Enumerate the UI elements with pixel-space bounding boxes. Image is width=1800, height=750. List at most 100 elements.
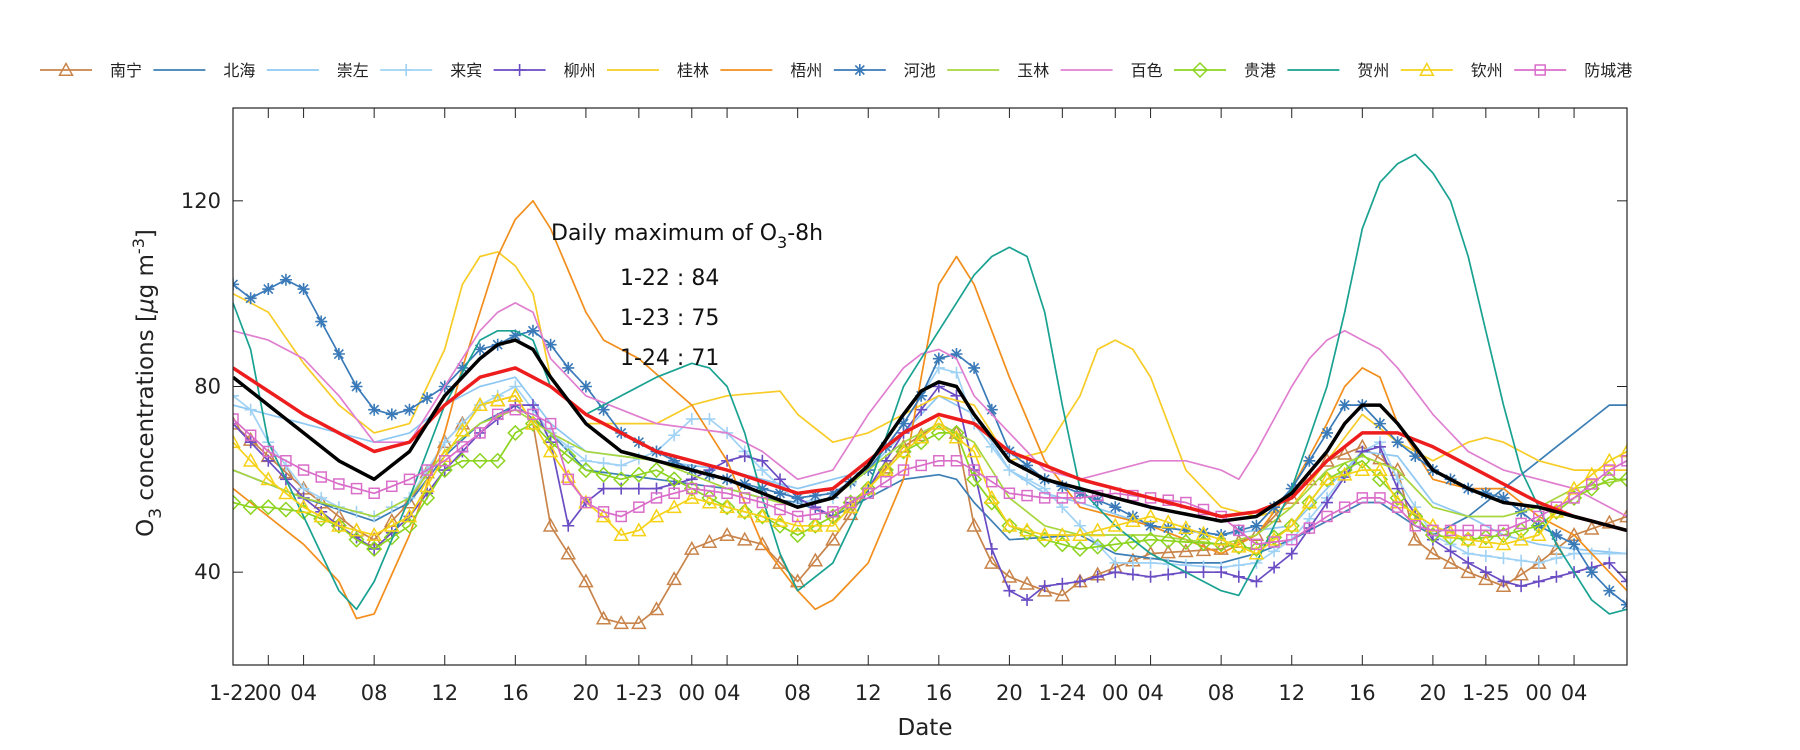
data-point [1497, 575, 1510, 588]
data-point [419, 478, 435, 493]
data-point [233, 494, 242, 511]
data-point [1568, 538, 1581, 551]
data-point [1109, 566, 1122, 579]
data-point [1232, 559, 1245, 572]
legend-item-柳州: 柳州 [493, 61, 596, 80]
data-point [1621, 455, 1627, 467]
data-point [1303, 522, 1316, 534]
legend-item-贺州: 贺州 [1287, 61, 1389, 80]
data-point [244, 292, 257, 305]
data-point [403, 403, 416, 416]
data-point [897, 464, 910, 476]
x-tick-label: 04 [1561, 681, 1588, 705]
data-point [242, 452, 259, 467]
data-point [738, 477, 751, 490]
data-point [1583, 520, 1600, 535]
data-point [366, 540, 383, 558]
data-point [1268, 501, 1281, 514]
data-point [950, 366, 963, 379]
legend-label: 贺州 [1357, 61, 1389, 80]
x-tick-label: 08 [1208, 681, 1235, 705]
data-point [595, 508, 612, 523]
data-point [348, 522, 365, 537]
data-point [985, 542, 998, 555]
data-point [968, 464, 980, 476]
data-point [1248, 526, 1265, 541]
data-point [1233, 524, 1245, 537]
data-point [774, 503, 786, 516]
legend-item-玉林: 玉林 [947, 61, 1049, 80]
data-point [383, 529, 400, 546]
data-point [983, 554, 1000, 569]
data-point [1303, 454, 1316, 467]
data-point [774, 473, 787, 486]
data-point [1621, 547, 1627, 560]
data-point [542, 443, 559, 458]
series-line-防城港 [233, 408, 1627, 546]
y-axis-title: O3 concentrations [μg m-3] [129, 229, 166, 537]
data-point [930, 424, 947, 441]
data-point [1338, 501, 1351, 513]
data-point [1550, 552, 1563, 565]
x-tick-label: 20 [1420, 681, 1447, 705]
data-point [1021, 594, 1034, 607]
data-point [789, 526, 806, 544]
x-tick-label: 12 [1278, 681, 1305, 705]
data-point [1409, 450, 1422, 463]
data-point [278, 485, 294, 500]
data-point [1566, 480, 1582, 495]
data-point [1197, 526, 1210, 539]
data-point [1213, 531, 1229, 546]
data-point [507, 424, 524, 441]
data-point [1321, 496, 1334, 509]
data-point [1497, 552, 1510, 565]
data-point [1195, 542, 1212, 557]
data-point [597, 403, 610, 416]
data-point [421, 392, 434, 405]
series-崇左 [233, 376, 1627, 555]
data-point [1391, 501, 1404, 513]
data-point [1019, 575, 1035, 590]
series-line-mean-red [233, 366, 1627, 533]
series-line-mean-black [233, 338, 1627, 533]
x-tick-label: 1-22 [209, 681, 257, 705]
data-point [685, 412, 698, 425]
data-point [244, 403, 257, 416]
x-tick-label: 00 [1525, 681, 1552, 705]
annotation-title: Daily maximum of O3-8h [551, 221, 823, 252]
data-point [331, 517, 347, 532]
data-point [454, 422, 471, 437]
x-tick-label: 20 [573, 681, 600, 705]
data-point [1215, 566, 1228, 579]
data-point [985, 440, 998, 453]
data-point [613, 471, 630, 488]
data-point [542, 517, 559, 532]
data-point [1336, 461, 1353, 479]
data-point [791, 491, 804, 504]
data-point [348, 531, 365, 548]
data-point [986, 475, 998, 488]
data-point [1495, 536, 1512, 551]
data-point [315, 315, 328, 328]
data-point [1495, 578, 1512, 593]
y-tick-label: 40 [194, 560, 221, 584]
data-point [1215, 529, 1228, 542]
data-point [1178, 543, 1194, 558]
data-point [1232, 570, 1245, 583]
data-point [1618, 471, 1627, 488]
data-point [474, 427, 486, 439]
data-point [401, 517, 418, 534]
legend-label: 北海 [223, 61, 255, 80]
data-point [597, 482, 610, 495]
data-point [754, 536, 771, 551]
data-point [650, 492, 663, 504]
data-point [1144, 519, 1157, 532]
data-point [456, 361, 469, 374]
data-point [791, 510, 804, 523]
data-point [1513, 531, 1529, 546]
legend-item-崇左: 崇左 [266, 61, 369, 80]
series-mean-black [233, 338, 1627, 533]
legend-item-梧州: 梧州 [720, 61, 822, 80]
data-point [1530, 526, 1547, 541]
data-point [1195, 525, 1212, 540]
